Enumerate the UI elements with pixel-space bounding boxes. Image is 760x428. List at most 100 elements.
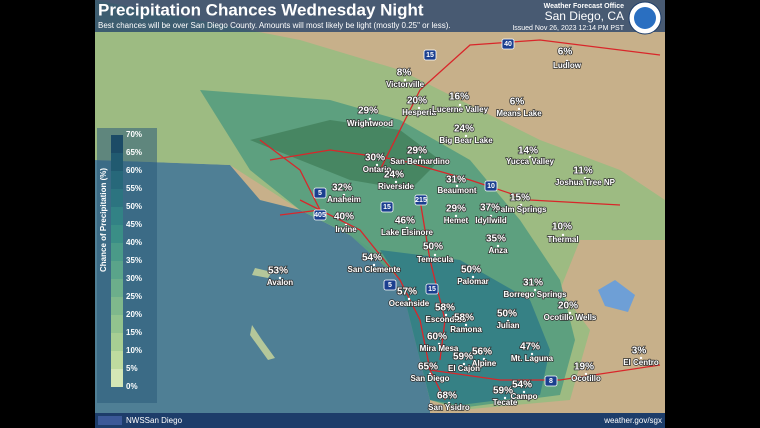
shield xyxy=(313,209,327,221)
place-dot xyxy=(583,176,587,180)
place-name: Mira Mesa xyxy=(420,344,459,353)
place-chance: 40% xyxy=(334,212,354,223)
place-chance: 6% xyxy=(510,97,525,108)
place-dot xyxy=(372,263,376,267)
place-dot xyxy=(517,107,521,111)
place-chance: 58% xyxy=(454,313,474,324)
legend-swatch xyxy=(111,351,123,369)
place-name: Anza xyxy=(488,246,508,255)
place-chance: 60% xyxy=(427,332,447,343)
place-chance: 31% xyxy=(446,175,466,186)
legend-swatch xyxy=(111,171,123,189)
place-chance: 37% xyxy=(480,203,500,214)
shield-number: 8 xyxy=(549,378,553,385)
place-name: Temecula xyxy=(417,255,454,264)
place-chance: 30% xyxy=(365,153,385,164)
legend-tick-label: 15% xyxy=(126,328,142,337)
place-dot xyxy=(433,253,437,257)
shield-number: 15 xyxy=(383,204,391,211)
place-chance: 50% xyxy=(423,242,443,253)
place-name: Ramona xyxy=(450,325,482,334)
shield xyxy=(425,283,439,295)
nws-logo-inner xyxy=(634,7,656,29)
place-chance: 16% xyxy=(449,92,469,103)
place-name: Victorville xyxy=(386,80,425,89)
place-name: Anaheim xyxy=(327,195,361,204)
footer-bar xyxy=(95,413,665,428)
place-name: Lake Elsinore xyxy=(381,228,434,237)
shield-number: 15 xyxy=(428,286,436,293)
legend-swatch xyxy=(111,243,123,261)
place-dot xyxy=(417,106,421,110)
place-name: San Bernardino xyxy=(390,157,450,166)
legend-swatch xyxy=(111,261,123,279)
place-chance: 59% xyxy=(453,352,473,363)
legend-tick-label: 60% xyxy=(126,166,142,175)
la-basin xyxy=(250,120,440,190)
place-name: Hesperia xyxy=(402,108,436,117)
place-dot xyxy=(407,297,411,301)
place-dot xyxy=(405,226,409,230)
place-dot xyxy=(342,193,346,197)
place-chance: 3% xyxy=(632,346,647,357)
legend-swatch xyxy=(111,369,123,387)
place-name: Ludlow xyxy=(553,61,582,70)
shield-number: 405 xyxy=(314,212,326,219)
place-chance: 15% xyxy=(510,193,530,204)
place-chance: 50% xyxy=(497,309,517,320)
place-chance: 47% xyxy=(520,342,540,353)
legend-swatch xyxy=(111,135,123,153)
place-name: San Clemente xyxy=(348,265,401,274)
place-dot xyxy=(344,223,348,227)
place-name: Wrightwood xyxy=(347,119,393,128)
title-bar xyxy=(95,0,665,32)
place-dot xyxy=(471,275,475,279)
legend-tick-label: 10% xyxy=(126,346,142,355)
legend-tick-label: 70% xyxy=(126,130,142,139)
legend-swatch xyxy=(111,225,123,243)
place-name: Alpine xyxy=(472,359,497,368)
place-chance: 56% xyxy=(472,347,492,358)
place-dot xyxy=(506,319,510,323)
place-chance: 8% xyxy=(397,68,412,79)
place-chance: 35% xyxy=(486,234,506,245)
place-dot xyxy=(482,357,486,361)
place-dot xyxy=(528,155,532,159)
legend-swatch xyxy=(111,297,123,315)
place-dot xyxy=(496,244,500,248)
legend-tick-label: 45% xyxy=(126,220,142,229)
place-name: El Cajon xyxy=(448,364,480,373)
place-name: Irvine xyxy=(335,225,357,234)
shield-number: 215 xyxy=(415,197,427,204)
shield xyxy=(484,180,498,192)
legend-tick-label: 0% xyxy=(126,382,138,391)
legend-swatch xyxy=(111,333,123,351)
legend-swatch xyxy=(111,279,123,297)
shield xyxy=(383,279,397,291)
legend-tick-label: 30% xyxy=(126,274,142,283)
place-name: Riverside xyxy=(378,182,415,191)
subtitle: Best chances will be over San Diego Coun… xyxy=(98,21,451,30)
place-dot xyxy=(447,401,451,405)
place-dot xyxy=(565,59,569,63)
place-dot xyxy=(437,342,441,346)
shield-number: 15 xyxy=(426,52,434,59)
place-dot xyxy=(418,155,422,159)
shield xyxy=(414,194,428,206)
legend-swatch xyxy=(111,315,123,333)
place-name: Borrego Springs xyxy=(503,290,567,299)
legend-title: Chance of Precipitation (%) xyxy=(99,168,108,272)
place-chance: 59% xyxy=(493,386,513,397)
shield xyxy=(313,187,327,199)
place-dot xyxy=(464,134,468,138)
place-dot xyxy=(522,390,526,394)
shield xyxy=(544,375,558,387)
place-chance: 46% xyxy=(395,216,415,227)
place-chance: 58% xyxy=(435,303,455,314)
place-dot xyxy=(394,180,398,184)
place-chance: 54% xyxy=(512,380,532,391)
place-name: Tecate xyxy=(493,398,518,407)
legend-panel xyxy=(97,128,157,403)
legend-tick-label: 5% xyxy=(126,364,138,373)
